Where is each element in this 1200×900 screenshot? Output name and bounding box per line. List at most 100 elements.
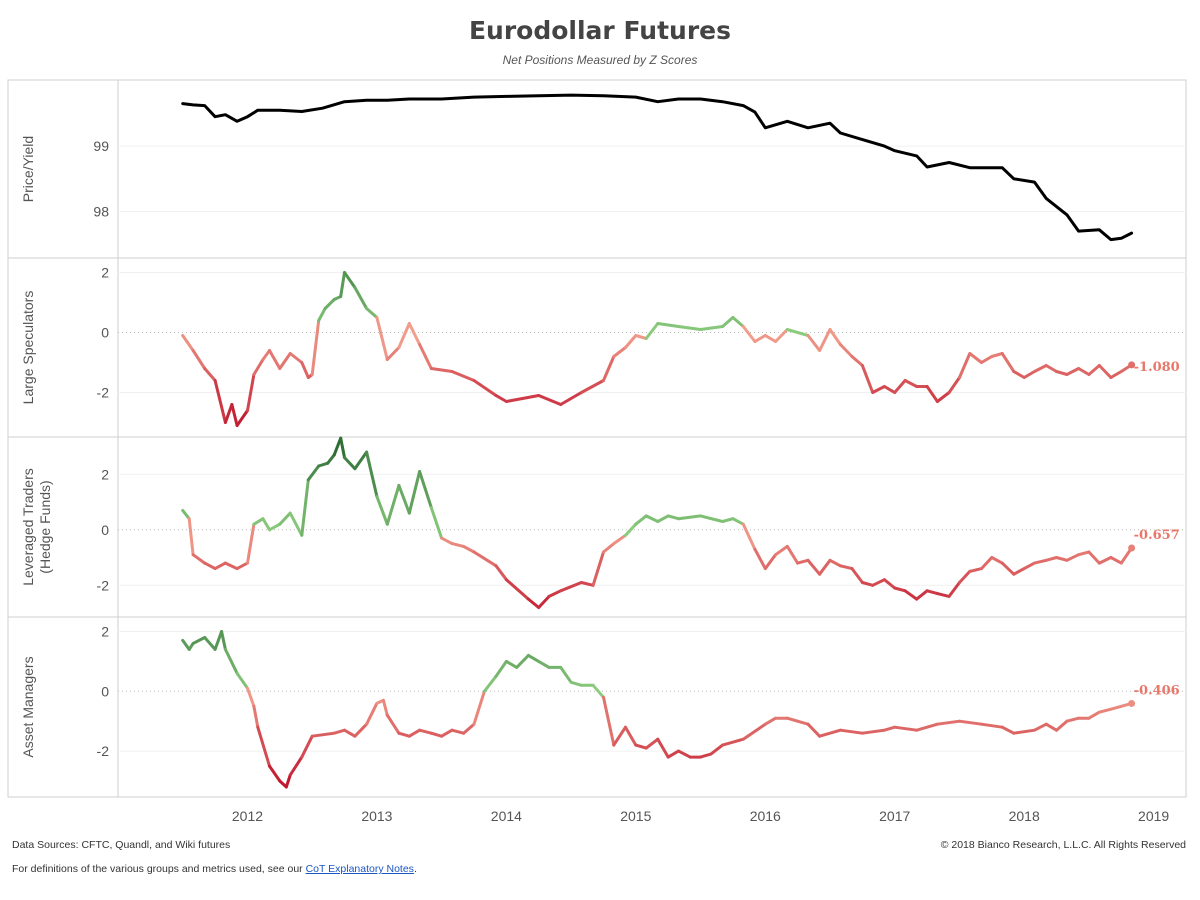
zscore-segment bbox=[1022, 561, 1036, 571]
zscore-segment bbox=[1065, 367, 1081, 376]
y-axis-label: Price/Yield bbox=[20, 136, 36, 202]
zscore-segment bbox=[721, 517, 735, 523]
zscore-segment bbox=[407, 728, 422, 738]
last-value-label: -0.657 bbox=[1134, 528, 1180, 543]
notes-prefix: For definitions of the various groups an… bbox=[12, 863, 306, 875]
zscore-segment bbox=[925, 589, 939, 596]
zscore-segment bbox=[1044, 364, 1058, 373]
zscore-segment bbox=[261, 517, 271, 532]
last-value-label: -1.080 bbox=[1134, 360, 1180, 375]
zscore-segment bbox=[838, 564, 854, 571]
zscore-segment bbox=[1033, 364, 1048, 373]
zscore-segment bbox=[278, 511, 292, 526]
zscore-segment bbox=[440, 536, 454, 546]
zscore-segment bbox=[288, 755, 304, 777]
zscore-segment bbox=[1055, 556, 1069, 562]
cot-notes-link[interactable]: CoT Explanatory Notes bbox=[305, 863, 414, 875]
zscore-segment bbox=[838, 343, 854, 358]
zscore-segment bbox=[1012, 728, 1036, 735]
zscore-segment bbox=[882, 725, 897, 732]
zscore-segment bbox=[450, 728, 466, 735]
zscore-segment bbox=[1033, 558, 1048, 565]
y-tick-label: 0 bbox=[101, 522, 109, 538]
zscore-segment bbox=[397, 483, 411, 515]
zscore-segment bbox=[763, 334, 778, 343]
zscore-segment bbox=[559, 665, 573, 684]
zscore-segment bbox=[339, 436, 346, 460]
zscore-segment bbox=[602, 542, 616, 554]
zscore-segment bbox=[268, 764, 282, 783]
zscore-segment bbox=[591, 550, 605, 587]
zscore-segment bbox=[741, 722, 767, 741]
zscore-segment bbox=[407, 470, 422, 515]
zscore-segment bbox=[699, 325, 725, 331]
zscore-segment bbox=[741, 522, 757, 551]
zscore-segment bbox=[828, 328, 842, 346]
panel-large_speculators: -2 0 2 Large Speculators -1.080 bbox=[8, 257, 1186, 427]
zscore-segment bbox=[968, 567, 983, 573]
price-line bbox=[181, 93, 1134, 242]
zscore-segment bbox=[317, 307, 327, 322]
x-tick-label: 2014 bbox=[491, 808, 522, 824]
chart-title: Eurodollar Futures bbox=[468, 16, 732, 45]
panel-asset_managers: -2 0 2 Asset Managers -0.406 bbox=[8, 616, 1186, 789]
zscore-segment bbox=[1033, 722, 1048, 732]
zscore-segment bbox=[385, 483, 401, 526]
zscore-segment bbox=[677, 325, 702, 331]
last-value-label: -0.406 bbox=[1134, 683, 1180, 698]
zscore-segment bbox=[235, 409, 249, 427]
zscore-segment bbox=[980, 355, 994, 364]
zscore-segment bbox=[375, 316, 389, 361]
last-point-marker bbox=[1128, 699, 1136, 707]
zscore-segment bbox=[343, 271, 357, 289]
zscore-segment bbox=[246, 373, 256, 412]
zscore-segment bbox=[191, 553, 207, 565]
zscore-segment bbox=[191, 636, 207, 645]
zscore-segment bbox=[220, 630, 227, 651]
zscore-segment bbox=[343, 728, 357, 738]
zscore-segment bbox=[181, 508, 191, 521]
zscore-segment bbox=[472, 379, 498, 397]
zscore-segment bbox=[903, 379, 919, 388]
zscore-segment bbox=[656, 322, 680, 328]
zscore-segment bbox=[753, 547, 767, 571]
zscore-segment bbox=[990, 352, 1004, 358]
zscore-segment bbox=[796, 558, 810, 565]
zscore-segment bbox=[709, 743, 725, 756]
zscore-segment bbox=[602, 355, 616, 382]
copyright: © 2018 Bianco Research, L.L.C. All Right… bbox=[940, 839, 1186, 851]
y-tick-label: 99 bbox=[93, 138, 109, 154]
zscore-segment bbox=[980, 556, 994, 571]
zscore-segment bbox=[472, 689, 486, 726]
zscore-segment bbox=[763, 716, 778, 726]
zscore-segment bbox=[429, 731, 444, 738]
zscore-segment bbox=[223, 561, 239, 571]
zscore-segment bbox=[537, 594, 551, 609]
zscore-segment bbox=[462, 722, 476, 735]
y-tick-label: -2 bbox=[97, 577, 110, 593]
zscore-segment bbox=[634, 334, 648, 340]
zscore-segment bbox=[935, 391, 951, 403]
zscore-segment bbox=[235, 561, 249, 571]
y-tick-label: 0 bbox=[101, 325, 109, 341]
zscore-segment bbox=[375, 495, 389, 526]
zscore-segment bbox=[1087, 364, 1101, 376]
notes-suffix: . bbox=[413, 863, 417, 875]
zscore-segment bbox=[1077, 367, 1091, 376]
zscore-segment bbox=[624, 522, 638, 537]
zscore-segment bbox=[526, 653, 541, 663]
zscore-segment bbox=[1000, 725, 1016, 735]
zscore-segment bbox=[612, 725, 627, 747]
zscore-segment bbox=[252, 517, 265, 526]
zscore-segment bbox=[300, 478, 310, 537]
data-sources: Data Sources: CFTC, Quandl, and Wiki fut… bbox=[12, 839, 231, 851]
zscore-segment bbox=[785, 716, 810, 726]
zscore-segment bbox=[925, 385, 939, 403]
y-axis-label: Large Speculators bbox=[20, 291, 36, 405]
x-tick-label: 2019 bbox=[1138, 808, 1169, 824]
zscore-segment bbox=[958, 719, 983, 726]
zscore-segment bbox=[579, 379, 605, 394]
zscore-segment bbox=[958, 569, 972, 584]
zscore-segment bbox=[450, 542, 466, 548]
zscore-segment bbox=[624, 334, 638, 349]
